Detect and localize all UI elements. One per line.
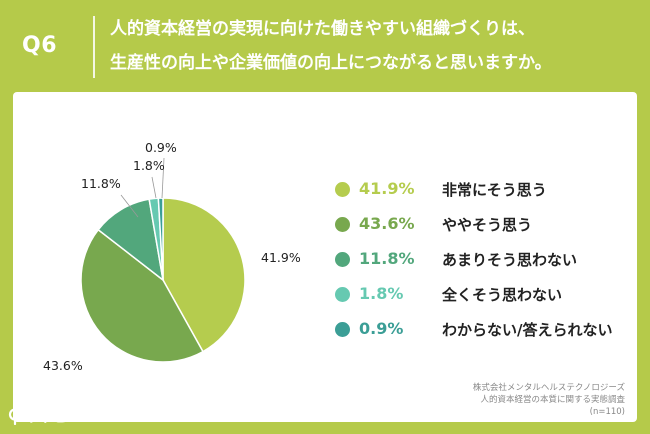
pie-slice bbox=[162, 197, 246, 353]
legend-item: 11.8% あまりそう思わない bbox=[335, 248, 635, 272]
leader-line bbox=[120, 194, 139, 218]
pie-slice bbox=[97, 198, 165, 282]
legend-item: 1.8% 全くそう思わない bbox=[335, 283, 635, 307]
legend-item: 43.6% ややそう思う bbox=[335, 213, 635, 237]
source-survey: 人的資本経営の本質に関する実態調査 bbox=[480, 395, 625, 405]
question-text: 人的資本経営の実現に向けた働きやすい組織づくりは、 生産性の向上や企業価値の向上… bbox=[110, 12, 640, 80]
pin-icon bbox=[8, 408, 22, 425]
pie-data-label: 0.9% bbox=[145, 140, 177, 155]
source-sample-size: (n=110) bbox=[589, 407, 625, 417]
pie-data-label: 11.8% bbox=[81, 176, 121, 191]
legend-swatch bbox=[335, 217, 350, 232]
chart-card: 41.9% 43.6% 11.8% 1.8% 0.9% 41.9% 非常にそう思う 43.6… bbox=[13, 92, 637, 422]
question-line-2: 生産性の向上や企業価値の向上につながると思いますか。 bbox=[110, 53, 552, 73]
logo-text: リサピー bbox=[25, 410, 81, 426]
leader-line bbox=[151, 176, 157, 199]
legend-swatch bbox=[335, 322, 350, 337]
pie-data-label: 43.6% bbox=[43, 358, 83, 373]
legend-item: 0.9% わからない/答えられない bbox=[335, 318, 635, 342]
legend-label: ややそう思う bbox=[442, 216, 533, 234]
header: Q6 人的資本経営の実現に向けた働きやすい組織づくりは、 生産性の向上や企業価値… bbox=[0, 0, 650, 92]
legend-percentage: 1.8% bbox=[359, 284, 404, 303]
legend-label: 非常にそう思う bbox=[442, 181, 547, 199]
pie-chart bbox=[80, 157, 246, 363]
legend-percentage: 11.8% bbox=[359, 249, 415, 268]
question-number: Q6 bbox=[22, 33, 58, 58]
pie-slice bbox=[80, 228, 204, 363]
legend-swatch bbox=[335, 252, 350, 267]
pie-slice bbox=[157, 197, 164, 281]
legend-label: あまりそう思わない bbox=[442, 251, 578, 269]
legend-item: 41.9% 非常にそう思う bbox=[335, 178, 635, 202]
header-divider bbox=[93, 16, 95, 78]
legend-percentage: 0.9% bbox=[359, 319, 404, 338]
source-note: 株式会社メンタルヘルステクノロジーズ 人的資本経営の本質に関する実態調査 (n=… bbox=[473, 382, 625, 418]
legend-percentage: 43.6% bbox=[359, 214, 415, 233]
pie-data-label: 41.9% bbox=[261, 250, 301, 265]
question-line-1: 人的資本経営の実現に向けた働きやすい組織づくりは、 bbox=[110, 19, 535, 39]
legend-swatch bbox=[335, 182, 350, 197]
legend-percentage: 41.9% bbox=[359, 179, 415, 198]
legend-label: 全くそう思わない bbox=[442, 286, 563, 304]
leader-line bbox=[161, 157, 165, 199]
legend-label: わからない/答えられない bbox=[442, 321, 613, 339]
pie-data-label: 1.8% bbox=[133, 158, 165, 173]
source-company: 株式会社メンタルヘルステクノロジーズ bbox=[472, 383, 625, 393]
legend-swatch bbox=[335, 287, 350, 302]
